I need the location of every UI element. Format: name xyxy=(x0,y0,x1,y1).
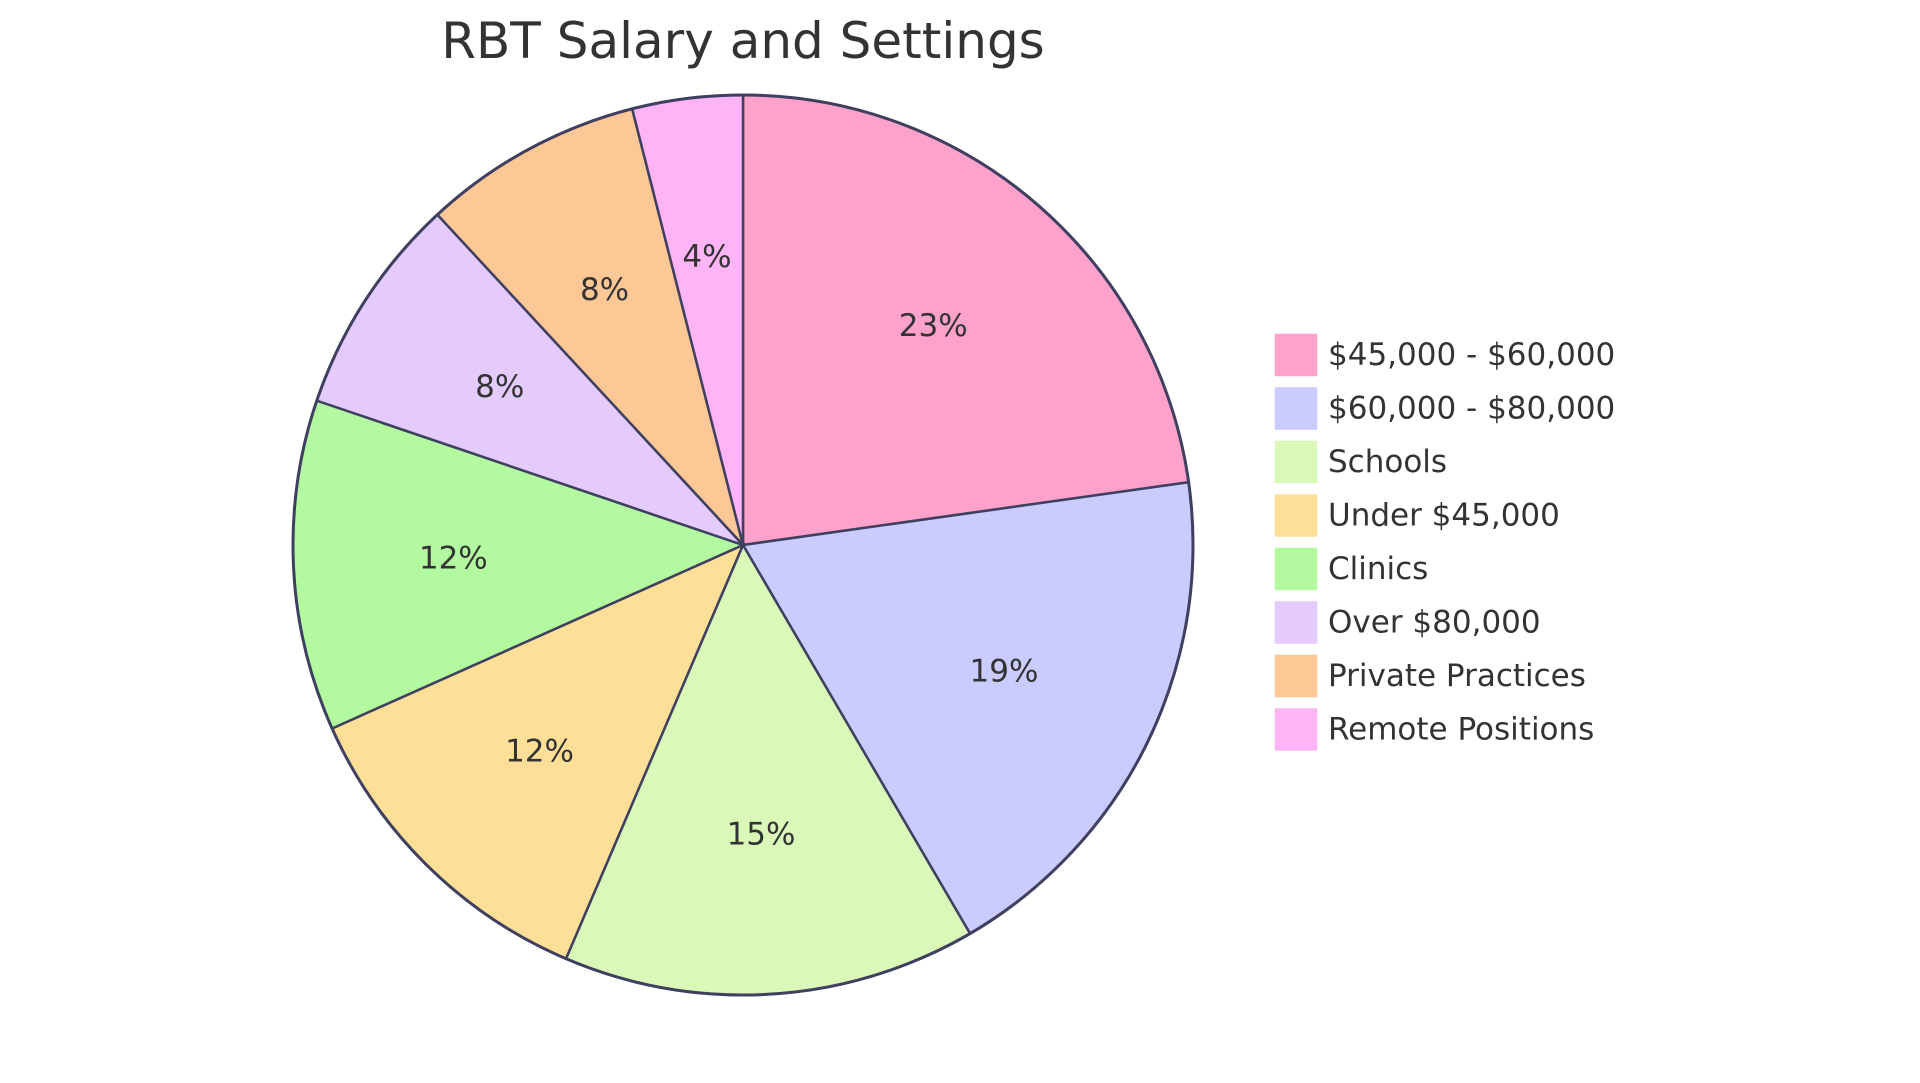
legend-label: $60,000 - $80,000 xyxy=(1328,391,1615,427)
legend-item: Schools xyxy=(1273,439,1447,485)
legend-label: Remote Positions xyxy=(1328,712,1594,748)
chart-title: RBT Salary and Settings xyxy=(441,12,1044,70)
legend-swatch xyxy=(1273,385,1319,432)
legend-swatch xyxy=(1273,599,1319,646)
legend-label: Over $80,000 xyxy=(1328,605,1541,641)
legend: $45,000 - $60,000 $60,000 - $80,000 School… xyxy=(1273,332,1615,753)
slice-percent-label: 15% xyxy=(727,816,796,852)
slice-percent-label: 8% xyxy=(580,272,629,308)
slice-percent-label: 12% xyxy=(505,734,574,770)
slice-percent-label: 23% xyxy=(899,308,968,344)
legend-item: $60,000 - $80,000 xyxy=(1273,385,1615,432)
legend-swatch xyxy=(1273,492,1319,539)
legend-swatch xyxy=(1273,332,1319,378)
pie-outline xyxy=(291,93,1195,997)
legend-item: Over $80,000 xyxy=(1273,599,1541,646)
pie-slice-labels: 23% 19% 15% 12% 12% 8% 8% 4% xyxy=(419,239,1039,852)
legend-swatch xyxy=(1273,546,1319,592)
legend-swatch xyxy=(1273,653,1319,699)
legend-swatch xyxy=(1273,706,1319,753)
legend-label: Clinics xyxy=(1328,551,1428,587)
slice-percent-label: 19% xyxy=(970,653,1039,689)
slice-percent-label: 8% xyxy=(475,369,524,405)
legend-item: $45,000 - $60,000 xyxy=(1273,332,1615,378)
legend-label: $45,000 - $60,000 xyxy=(1328,337,1615,373)
legend-item: Private Practices xyxy=(1273,653,1586,699)
legend-item: Under $45,000 xyxy=(1273,492,1560,539)
legend-swatch xyxy=(1273,439,1319,485)
legend-label: Under $45,000 xyxy=(1328,498,1560,534)
slice-percent-label: 4% xyxy=(682,239,731,275)
slice-percent-label: 12% xyxy=(419,541,488,577)
legend-label: Schools xyxy=(1328,444,1447,480)
legend-label: Private Practices xyxy=(1328,658,1586,694)
legend-item: Clinics xyxy=(1273,546,1428,592)
legend-item: Remote Positions xyxy=(1273,706,1594,753)
